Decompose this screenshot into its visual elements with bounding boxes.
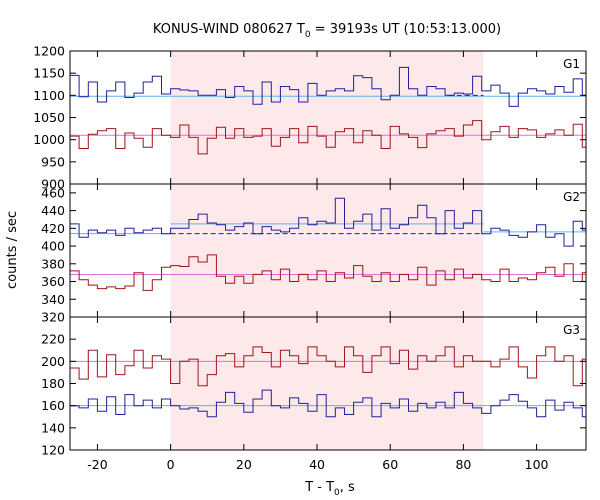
- x-tick-label: 20: [236, 457, 252, 472]
- series-g1-blue: [70, 66, 586, 107]
- chart-title: KONUS-WIND 080627 T0 = 39193s UT (10:53:…: [153, 22, 501, 40]
- x-tick-label: 60: [382, 457, 398, 472]
- y-tick-label-g3: 140: [41, 420, 65, 435]
- panel-label-g2: G2: [563, 190, 580, 204]
- y-tick-label-g1: 1200: [33, 44, 65, 59]
- panel-label-g1: G1: [563, 57, 580, 71]
- chart-title-rest: = 39193s UT (10:53:13.000): [311, 22, 501, 37]
- y-tick-label-g2: 440: [41, 203, 65, 218]
- series-g1-red: [70, 120, 587, 155]
- x-tick-label: -20: [87, 457, 107, 472]
- y-tick-label-g3: 200: [41, 354, 65, 369]
- y-axis-label: counts / sec: [5, 211, 20, 289]
- y-tick-label-g1: 1150: [33, 66, 65, 81]
- y-tick-label-g2: 420: [41, 221, 65, 236]
- y-tick-label-g3: 180: [41, 376, 65, 391]
- y-tick-label-g3: 160: [41, 398, 65, 413]
- y-tick-label-g3: 120: [41, 443, 65, 458]
- x-axis-label-rest: , s: [340, 480, 355, 495]
- axis-ticks-layer: G190095010001050110011501200G23203403603…: [33, 44, 586, 472]
- y-tick-label-g2: 320: [41, 310, 65, 325]
- y-tick-label-g1: 950: [41, 154, 65, 169]
- x-axis-label-subscript: 0: [334, 488, 340, 498]
- y-tick-label-g2: 360: [41, 274, 65, 289]
- shaded-interval-layer: [170, 51, 484, 450]
- series-g2-blue: [70, 197, 587, 247]
- panel-label-g3: G3: [563, 323, 580, 337]
- chart-title-subscript: 0: [305, 30, 311, 40]
- y-tick-label-g2: 380: [41, 256, 65, 271]
- x-tick-label: 40: [309, 457, 325, 472]
- chart-title-main: KONUS-WIND 080627 T: [153, 22, 305, 37]
- shaded-interval: [170, 51, 484, 450]
- y-tick-label-g2: 340: [41, 292, 65, 307]
- y-tick-label-g2: 460: [41, 185, 65, 200]
- series-layer: [70, 66, 587, 418]
- y-tick-label-g1: 900: [41, 177, 65, 192]
- series-g3-red: [70, 346, 587, 387]
- series-g2-red: [70, 254, 587, 291]
- series-g3-blue: [70, 389, 587, 418]
- x-axis-label-main: T - T: [304, 480, 334, 495]
- x-tick-label: 100: [525, 457, 549, 472]
- x-tick-label: 80: [455, 457, 471, 472]
- y-tick-label-g3: 220: [41, 332, 65, 347]
- y-tick-label-g1: 1000: [33, 132, 65, 147]
- y-tick-label-g1: 1100: [33, 88, 65, 103]
- x-tick-label: 0: [167, 457, 175, 472]
- y-tick-label-g1: 1050: [33, 110, 65, 125]
- x-axis-label: T - T0, s: [304, 480, 355, 498]
- y-tick-label-g2: 400: [41, 239, 65, 254]
